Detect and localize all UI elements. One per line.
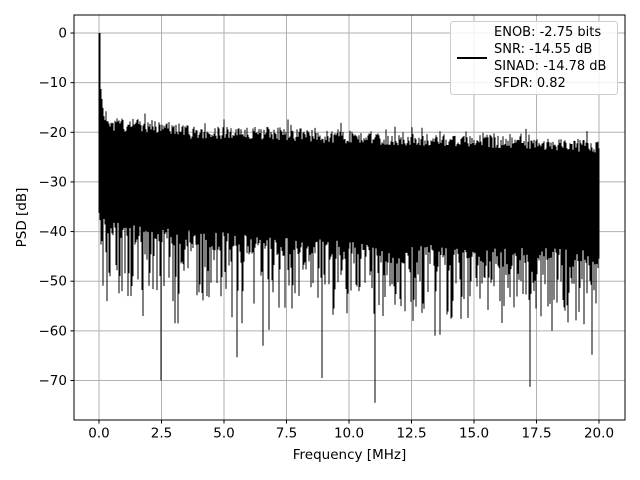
x-tick-label: 17.5 [521, 426, 551, 442]
legend: ENOB: -2.75 bits SNR: -14.55 dB SINAD: -… [450, 21, 618, 95]
legend-sinad-label: SINAD: -14.78 dB [494, 59, 607, 74]
x-axis-label: Frequency [MHz] [293, 447, 406, 463]
y-tick-label: −50 [39, 274, 68, 290]
y-tick-label: 0 [58, 26, 67, 42]
x-tick-label: 12.5 [396, 426, 426, 442]
x-tick-label: 7.5 [276, 426, 297, 442]
y-tick-label: −30 [39, 174, 68, 190]
y-tick-label: −70 [39, 373, 68, 389]
y-tick-label: −10 [39, 75, 68, 91]
y-axis-label: PSD [dB] [14, 188, 30, 248]
x-tick-label: 10.0 [334, 426, 364, 442]
y-tick-label: −40 [39, 224, 68, 240]
x-tick-label: 2.5 [151, 426, 172, 442]
x-tick-label: 0.0 [88, 426, 109, 442]
legend-line-sample-icon [457, 57, 487, 59]
x-tick-label: 5.0 [213, 426, 234, 442]
y-tick-label: −20 [39, 125, 68, 141]
x-tick-label: 20.0 [584, 426, 614, 442]
legend-sfdr-label: SFDR: 0.82 [494, 76, 566, 91]
legend-enob-label: ENOB: -2.75 bits [494, 25, 602, 40]
y-tick-label: −60 [39, 323, 68, 339]
legend-stats: ENOB: -2.75 bits SNR: -14.55 dB SINAD: -… [494, 24, 606, 92]
legend-snr-label: SNR: -14.55 dB [494, 42, 593, 57]
x-tick-label: 15.0 [459, 426, 489, 442]
